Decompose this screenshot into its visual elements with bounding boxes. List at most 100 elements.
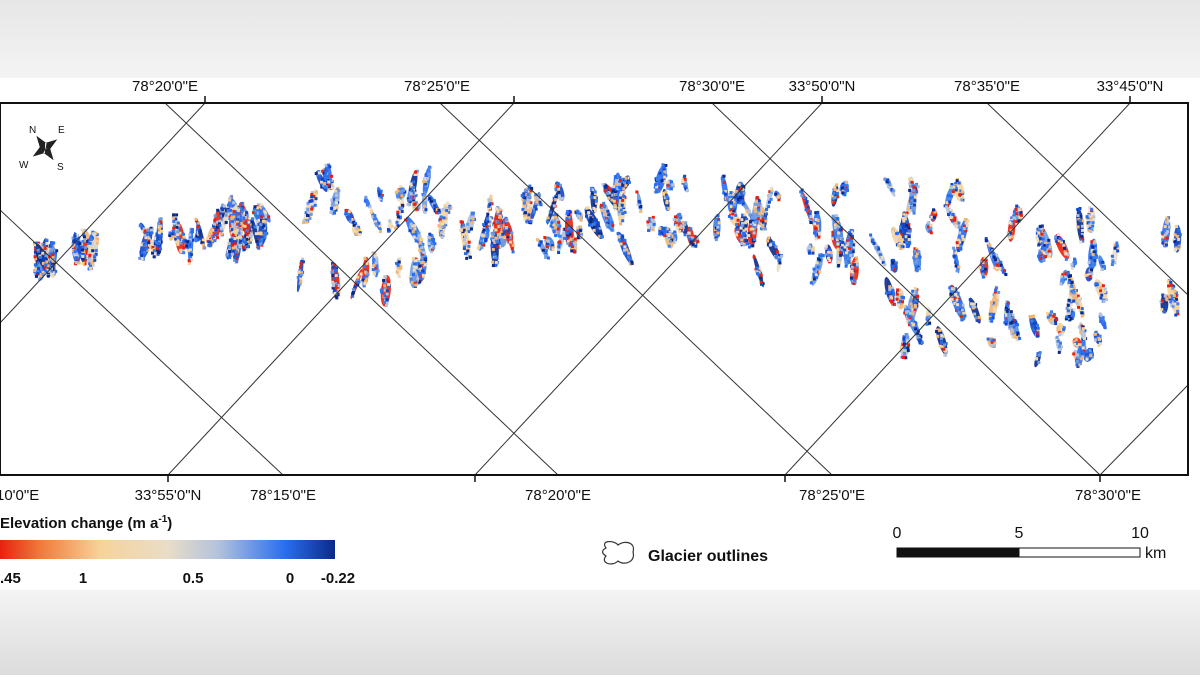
glacier-patch [769,197,773,201]
glacier-patch [409,195,413,199]
glacier-patch [36,269,40,273]
glacier-patch [430,250,434,254]
glacier-patch [740,238,744,242]
glacier-patch [593,192,597,196]
glacier-patch [623,181,627,185]
glacier-patch [211,238,215,242]
glacier-patch [729,191,733,195]
glacier-patch [771,241,775,245]
glacier-patch [733,207,737,211]
glacier-patch [1090,240,1094,244]
glacier-patch [775,255,779,259]
glacier-patch [377,189,381,193]
glacier-patch [1059,240,1063,244]
glacier-patch [618,176,622,180]
glacier-patch [851,273,855,277]
glacier-patch [1011,235,1015,239]
glacier-patch [439,219,443,223]
glacier-patch [947,194,951,198]
glacier-patch [605,223,609,227]
glacier-patch [462,245,466,249]
glacier-patch [619,208,623,212]
glacier-patch [520,193,524,197]
glacier-patch [846,239,850,243]
glacier-patch [597,231,601,235]
glacier-patch [1067,298,1071,302]
glacier-patch [744,227,748,231]
glacier-patch [502,229,506,233]
glacier-patch [1177,237,1181,241]
glacier-patch [916,265,920,269]
glacier-patch [901,343,905,347]
glacier-patch [901,295,905,299]
glacier-patch [423,257,427,261]
glacier-patch [235,260,239,264]
glacier-patch [227,248,231,252]
glacier-patch [913,195,917,199]
glacier-patch [903,217,907,221]
glacier-patch [1010,330,1014,334]
glacier-patch [71,245,75,249]
glacier-patch [1089,217,1093,221]
glacier-patch [995,253,999,257]
glacier-patch [741,234,745,238]
glacier-patch [733,213,737,217]
glacier-patch [501,242,505,246]
glacier-patch [1168,225,1172,229]
glacier-patch [220,229,224,233]
glacier-patch [1175,234,1179,238]
glacier-patch [412,180,416,184]
glacier-patch [36,241,40,245]
glacier-patch [1038,251,1042,255]
glacier-patch [1171,305,1175,309]
glacier-patch [610,221,614,225]
glacier-patch [310,192,314,196]
glacier-patch [248,231,252,235]
outline-label: Glacier outlines [648,548,768,565]
glacier-patch [611,189,615,193]
glacier-patch [817,229,821,233]
glacier-patch [635,190,639,194]
glacier-patch [502,224,506,228]
glacier-patch [994,258,998,262]
glacier-patch [855,264,859,268]
glacier-patch [252,211,256,215]
glacier-patch [482,241,486,245]
glacier-patch [384,304,388,308]
glacier-patch [363,199,367,203]
glacier-patch [237,215,241,219]
glacier-patch [523,211,527,215]
glacier-patch [1093,243,1097,247]
glacier-patch [1164,305,1168,309]
glacier-patch [86,244,90,248]
glacier-patch [1039,225,1043,229]
glacier-patch [741,223,745,227]
glacier-patch [251,217,255,221]
glacier-patch [804,201,808,205]
glacier-patch [615,188,619,192]
glacier-patch [1056,242,1060,246]
glacier-patch [759,273,763,277]
glacier-patch [228,208,232,212]
glacier-patch [1032,328,1036,332]
glacier-patch [558,195,562,199]
glacier-patch [837,250,841,254]
glacier-patch [844,251,848,255]
glacier-patch [428,232,432,236]
glacier-patch [816,265,820,269]
glacier-patch [546,256,550,260]
glacier-patch [628,262,632,266]
glacier-patch [962,224,966,228]
glacier-patch [379,288,383,292]
glacier-patch [755,266,759,270]
glacier-patch [995,263,999,267]
glacier-patch [335,193,339,197]
glacier-patch [914,183,918,187]
glacier-patch [1113,243,1117,247]
glacier-patch [604,184,608,188]
glacier-patch [1174,313,1178,317]
glacier-patch [679,216,683,220]
glacier-patch [1014,208,1018,212]
glacier-patch [34,257,38,261]
